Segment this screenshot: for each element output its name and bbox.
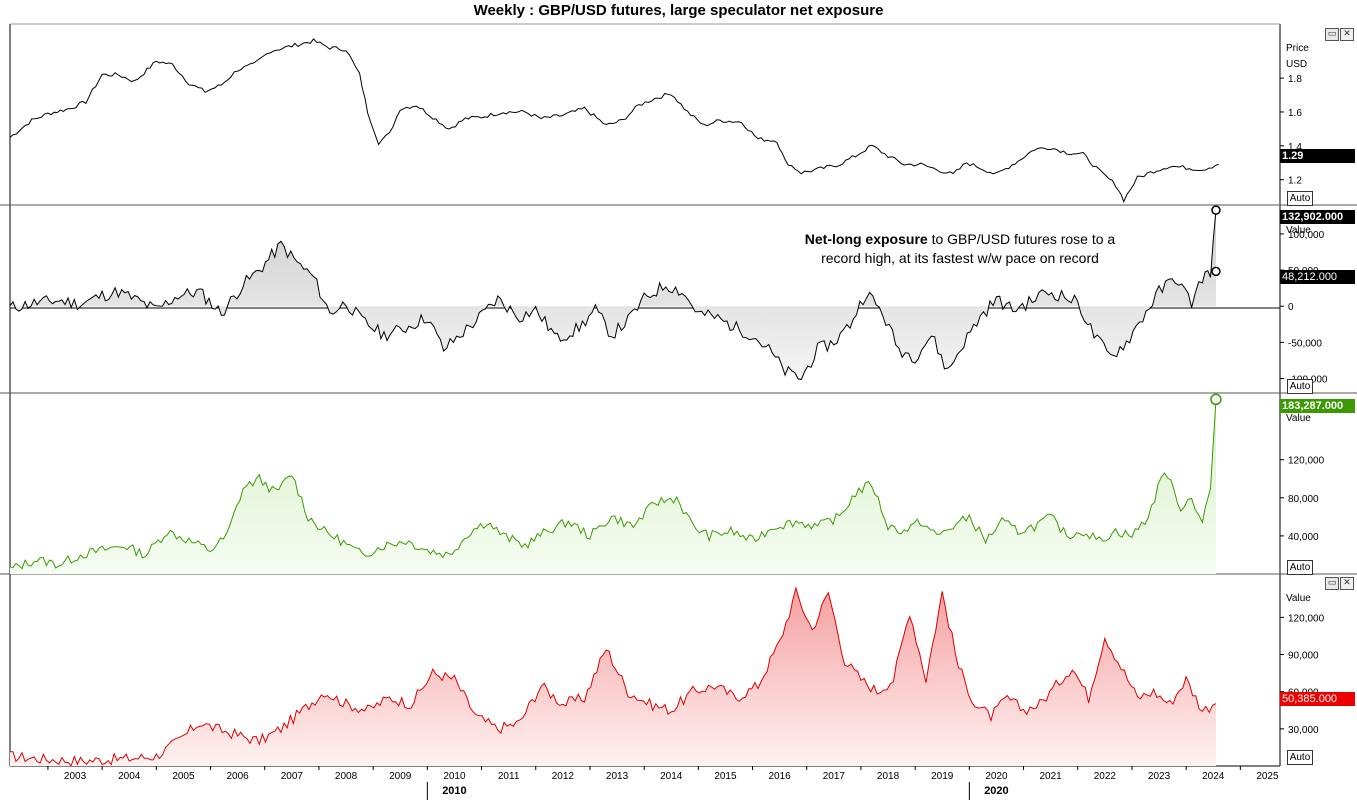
net-auto-button[interactable]: Auto	[1287, 379, 1313, 394]
close-icon[interactable]: ✕	[1340, 577, 1354, 590]
y-tick-label: 30,000	[1288, 725, 1319, 736]
y-tick-label: 0	[1288, 302, 1294, 313]
price-auto-button[interactable]: Auto	[1287, 191, 1313, 206]
y-tick-label: 100,000	[1288, 230, 1325, 241]
x-tick-label: 2013	[606, 771, 629, 782]
y-tick-label: 1.8	[1288, 74, 1302, 85]
y-tick-label: 120,000	[1288, 456, 1325, 467]
close-icon[interactable]: ✕	[1340, 28, 1354, 41]
long-unit-label: Value	[1286, 413, 1311, 424]
x-tick-label: 2015	[714, 771, 737, 782]
price-panel	[9, 38, 1219, 204]
short-auto-button[interactable]: Auto	[1287, 750, 1313, 765]
y-tick-label: 1.4	[1288, 142, 1302, 153]
annotation-line1: to GBP/USD futures rose to a	[927, 231, 1116, 247]
x-tick-label: 2010	[443, 771, 466, 782]
chart-title: Weekly : GBP/USD futures, large speculat…	[473, 2, 884, 19]
short-positions-area	[10, 588, 1216, 766]
price-unit-label: Price	[1286, 43, 1309, 54]
x-tick-label: 2006	[227, 771, 250, 782]
x-tick-label: 2007	[281, 771, 304, 782]
restore-icon[interactable]: ▭	[1325, 28, 1339, 41]
x-tick-label: 2016	[769, 771, 792, 782]
y-tick-label: 1.6	[1288, 108, 1302, 119]
y-tick-label: 1.2	[1288, 176, 1302, 187]
y-tick-label: 120,000	[1288, 613, 1325, 624]
x-tick-label: 2019	[931, 771, 954, 782]
price-last-value: 1.29	[1280, 149, 1355, 163]
net-exposure-panel	[9, 205, 1221, 381]
x-tick-label: 2014	[660, 771, 683, 782]
long-positions-panel	[9, 393, 1222, 574]
short-unit-label: Value	[1286, 593, 1311, 604]
net-last-value: 132,902.000	[1280, 210, 1355, 224]
x-tick-label: 2017	[823, 771, 846, 782]
x-tick-label: 2005	[172, 771, 195, 782]
short-last-value: 50,385.000	[1280, 692, 1355, 706]
x-tick-label: 2022	[1094, 771, 1117, 782]
long-auto-button[interactable]: Auto	[1287, 560, 1313, 575]
x-tick-label: 2011	[498, 771, 520, 782]
x-tick-label: 2008	[335, 771, 358, 782]
x-tick-label: 2012	[552, 771, 575, 782]
y-tick-label: 40,000	[1288, 532, 1319, 543]
y-tick-label: 80,000	[1288, 494, 1319, 505]
short-positions-panel	[9, 586, 1217, 767]
x-tick-label: 2003	[64, 771, 87, 782]
x-tick-label: 2009	[389, 771, 412, 782]
price-series	[9, 38, 1219, 204]
short-positions-series	[9, 586, 1217, 767]
annotation-text: Net-long exposure to GBP/USD futures ros…	[760, 230, 1160, 268]
net-prev-value: 48,212.000	[1280, 270, 1355, 284]
long-peak-marker	[1210, 393, 1222, 406]
usd-unit-label: USD	[1286, 59, 1308, 70]
x-tick-label: 2023	[1148, 771, 1171, 782]
net-exposure-area	[10, 210, 1216, 380]
annotation-bold: Net-long exposure	[804, 231, 928, 247]
long-positions-series	[9, 399, 1217, 570]
net-unit-label: Value	[1286, 225, 1311, 236]
x-tick-label: 2004	[118, 771, 141, 782]
long-positions-area	[10, 399, 1216, 574]
net-exposure-series	[9, 210, 1217, 381]
x-tick-label: 2018	[877, 771, 900, 782]
net-peak-marker	[1211, 205, 1221, 215]
restore-icon[interactable]: ▭	[1325, 577, 1339, 590]
x-tick-label: 2024	[1202, 771, 1225, 782]
y-tick-label: 90,000	[1288, 651, 1319, 662]
decade-label: 2010	[442, 785, 466, 797]
net-prev-marker	[1211, 266, 1221, 277]
long-last-value: 183,287.000	[1280, 399, 1355, 413]
x-tick-label: 2025	[1256, 771, 1279, 782]
x-tick-label: 2021	[1040, 771, 1063, 782]
y-tick-label: -50,000	[1288, 338, 1322, 349]
decade-label: 2020	[984, 785, 1008, 797]
x-axis: 2003 2004 2005 2006 2007 2008 2009 2010 2011 2012…	[47, 766, 1279, 800]
x-tick-label: 2020	[985, 771, 1008, 782]
annotation-line2: record high, at its fastest w/w pace on …	[821, 250, 1099, 266]
